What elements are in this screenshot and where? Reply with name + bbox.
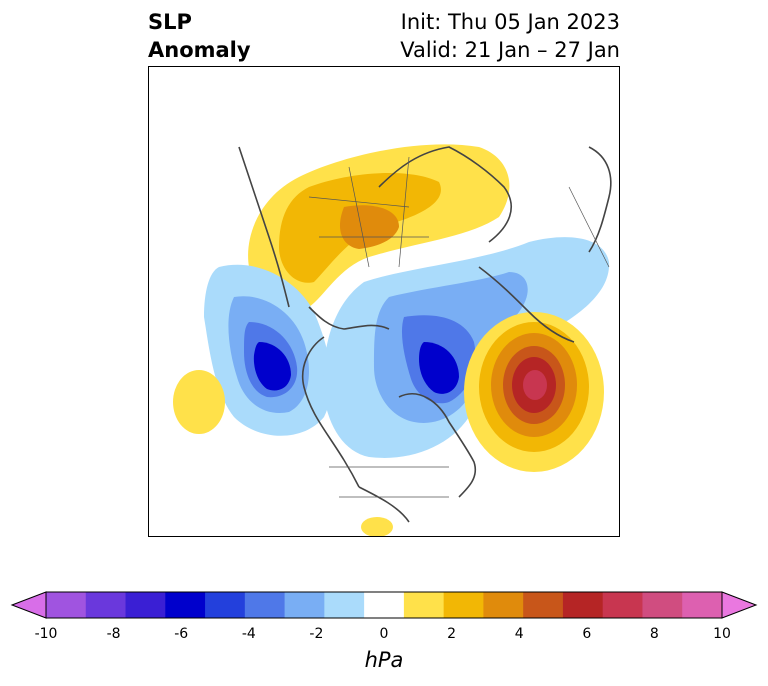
colorbar-tick-label: 10 [713, 626, 731, 642]
colorbar-extend-max [721, 591, 758, 619]
colorbar-tick-label: 6 [582, 626, 592, 642]
colorbar-segment [244, 592, 286, 618]
colorbar-tick-label: -8 [106, 626, 121, 642]
anomaly-positive-siberia-3 [339, 205, 399, 249]
colorbar-svg [10, 591, 758, 619]
colorbar-segment [523, 592, 564, 618]
colorbar-segment [125, 592, 166, 618]
colorbar-segment [403, 592, 445, 618]
colorbar-segment [165, 592, 206, 618]
map-canvas [173, 144, 612, 536]
colorbar-segment [205, 592, 246, 618]
slp-anomaly-map [148, 66, 620, 537]
coastlines [238, 146, 612, 523]
colorbar-segment [562, 592, 604, 618]
anomaly-negative-namerica-4 [419, 342, 459, 394]
colorbar [0, 585, 768, 625]
anomaly-positive-tropics-small [361, 517, 393, 536]
borders [308, 156, 610, 498]
valid-range: Valid: 21 Jan – 27 Jan [400, 38, 620, 62]
colorbar-tick-label: -10 [34, 626, 58, 642]
colorbar-tick-label: -2 [309, 626, 324, 642]
map-subtitle: Init: Thu 05 Jan 2023 Valid: 21 Jan – 27… [400, 8, 620, 64]
anomaly-positive-pacific-small [173, 370, 225, 434]
colorbar-border [45, 591, 723, 619]
colorbar-segment [642, 592, 683, 618]
colorbar-tick-label: 4 [514, 626, 524, 642]
title-line-1: SLP [148, 10, 192, 34]
init-date: Init: Thu 05 Jan 2023 [400, 10, 620, 34]
map-title: SLP Anomaly [148, 8, 251, 64]
colorbar-tick-label: 0 [379, 626, 389, 642]
title-line-2: Anomaly [148, 38, 251, 62]
colorbar-tick-label: -4 [241, 626, 256, 642]
colorbar-extend-min [10, 591, 47, 619]
colorbar-tick-label: -6 [174, 626, 189, 642]
colorbar-segment [324, 592, 365, 618]
colorbar-segment [443, 592, 484, 618]
colorbar-tick-label: 2 [447, 626, 457, 642]
colorbar-unit: hPa [364, 648, 404, 672]
colorbar-segment [364, 592, 405, 618]
anomaly-negative-pacific-4 [253, 342, 291, 391]
anomaly-positive-atlantic-6 [523, 370, 547, 400]
colorbar-segment [682, 592, 723, 618]
colorbar-tick-label: 8 [649, 626, 659, 642]
colorbar-segment [85, 592, 127, 618]
colorbar-segment [284, 592, 325, 618]
colorbar-segment [483, 592, 524, 618]
colorbar-segment [602, 592, 643, 618]
colorbar-segment [46, 592, 87, 618]
